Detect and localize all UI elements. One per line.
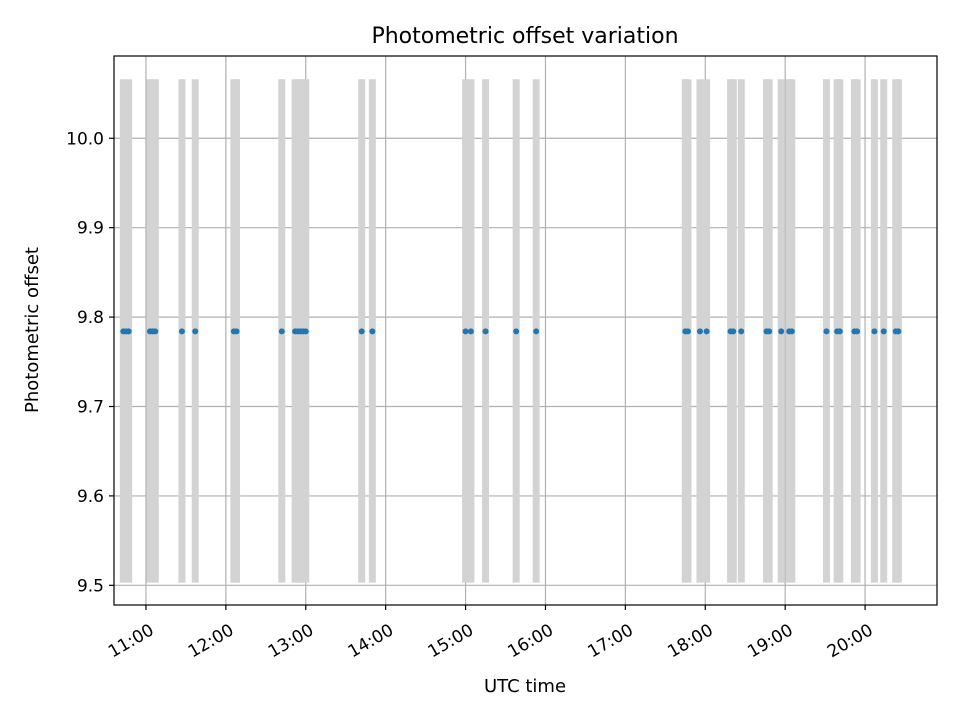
x-tick-label: 11:00 bbox=[105, 620, 157, 662]
data-point bbox=[766, 328, 773, 335]
y-axis-ticks: 9.5 9.6 9.7 9.8 9.9 10.0 bbox=[66, 129, 114, 596]
data-point bbox=[302, 328, 309, 335]
y-axis-label: Photometric offset bbox=[22, 247, 43, 413]
plot-background bbox=[114, 56, 937, 605]
data-point bbox=[684, 328, 691, 335]
data-point bbox=[533, 328, 540, 335]
y-tick-label: 9.5 bbox=[77, 576, 104, 596]
data-point bbox=[467, 328, 474, 335]
data-point bbox=[880, 328, 887, 335]
x-tick-label: 13:00 bbox=[265, 620, 317, 662]
data-point bbox=[895, 328, 902, 335]
data-point bbox=[192, 328, 199, 335]
data-point bbox=[278, 328, 285, 335]
data-point bbox=[513, 328, 520, 335]
plot-frame bbox=[113, 55, 938, 606]
data-point bbox=[125, 328, 132, 335]
data-point bbox=[178, 328, 185, 335]
x-tick-label: 17:00 bbox=[584, 620, 636, 662]
data-point bbox=[778, 328, 785, 335]
data-points bbox=[120, 328, 902, 335]
data-point bbox=[788, 328, 795, 335]
data-point bbox=[482, 328, 489, 335]
x-axis-label: UTC time bbox=[484, 676, 566, 697]
data-point bbox=[854, 328, 861, 335]
x-tick-label: 19:00 bbox=[744, 620, 796, 662]
x-tick-label: 20:00 bbox=[824, 620, 876, 662]
chart-title: Photometric offset variation bbox=[371, 24, 678, 49]
y-tick-label: 9.6 bbox=[77, 487, 104, 507]
y-tick-label: 9.9 bbox=[77, 219, 104, 239]
x-tick-label: 16:00 bbox=[505, 620, 557, 662]
data-point bbox=[871, 328, 878, 335]
data-point bbox=[152, 328, 159, 335]
data-point bbox=[233, 328, 240, 335]
x-tick-label: 14:00 bbox=[345, 620, 397, 662]
plot-area bbox=[113, 55, 938, 606]
x-tick-label: 12:00 bbox=[185, 620, 237, 662]
data-point bbox=[358, 328, 365, 335]
y-tick-label: 9.8 bbox=[77, 308, 104, 328]
data-point bbox=[836, 328, 843, 335]
data-point bbox=[696, 328, 703, 335]
data-point bbox=[823, 328, 830, 335]
x-axis-ticks: 11:00 12:00 13:00 14:00 15:00 16:00 17:00 18:00… bbox=[105, 605, 877, 662]
y-tick-label: 10.0 bbox=[66, 129, 104, 149]
x-tick-label: 15:00 bbox=[425, 620, 477, 662]
y-tick-label: 9.7 bbox=[77, 398, 104, 418]
y-gridlines bbox=[114, 137, 937, 586]
data-point bbox=[703, 328, 710, 335]
x-tick-label: 18:00 bbox=[664, 620, 716, 662]
data-point bbox=[462, 328, 469, 335]
data-point bbox=[738, 328, 745, 335]
data-point bbox=[369, 328, 376, 335]
data-point bbox=[730, 328, 737, 335]
